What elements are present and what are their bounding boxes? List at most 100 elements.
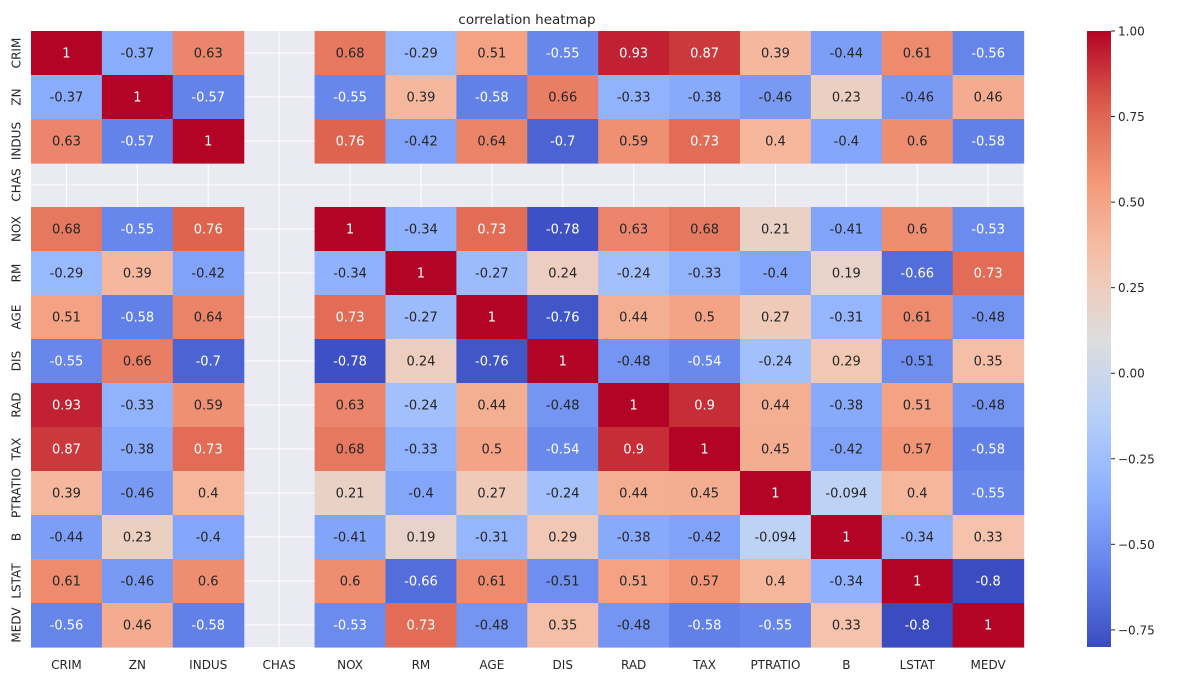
cell-annotation: 1	[559, 355, 567, 370]
cell-tax-dis	[527, 427, 599, 472]
x-tick-label: TAX	[692, 658, 716, 672]
cell-annotation: 0.93	[52, 399, 81, 414]
cell-annotation: 0.27	[477, 487, 506, 502]
cell-annotation: -0.55	[971, 487, 1005, 502]
cell-age-b	[810, 295, 883, 340]
cell-rad-medv	[952, 383, 1025, 428]
cell-ptratio-nox	[314, 471, 387, 516]
cell-medv-indus	[172, 603, 245, 648]
cell-indus-ptratio	[740, 119, 812, 164]
cell-annotation: -0.55	[759, 619, 793, 634]
cell-ptratio-crim	[31, 471, 103, 516]
cell-nox-rad	[598, 207, 670, 252]
cell-annotation: 0.46	[123, 619, 152, 634]
cell-age-indus	[172, 295, 245, 340]
cell-age-nox	[314, 295, 387, 340]
cell-annotation: -0.38	[688, 91, 722, 106]
cell-annotation: 0.64	[477, 135, 506, 150]
cell-indus-crim	[31, 119, 103, 164]
cell-rm-ptratio	[740, 251, 812, 296]
cell-ptratio-zn	[101, 471, 174, 516]
cell-annotation: 0.76	[194, 223, 223, 238]
cell-rm-nox	[314, 251, 387, 296]
cell-annotation: -0.33	[688, 267, 722, 282]
cell-b-age	[456, 515, 528, 560]
x-tick-label: MEDV	[971, 658, 1007, 672]
cell-annotation: -0.58	[971, 135, 1005, 150]
cell-annotation: -0.37	[50, 91, 84, 106]
cell-annotation: 0.29	[548, 531, 577, 546]
cell-annotation: -0.8	[975, 575, 1000, 590]
cell-annotation: -0.78	[333, 355, 367, 370]
cell-dis-crim	[31, 339, 103, 384]
cell-annotation: -0.33	[617, 91, 651, 106]
cell-annotation: -0.27	[404, 311, 438, 326]
cell-annotation: 0.9	[623, 443, 644, 458]
cell-ptratio-rm	[385, 471, 457, 516]
cell-annotation: -0.24	[546, 487, 580, 502]
cell-rm-medv	[952, 251, 1025, 296]
cell-annotations: 1 -0.37 0.63 0.68 -0.29 0.51 -0.55 0.93 0.87 0.39…	[50, 47, 1005, 634]
cell-annotation: 0.51	[52, 311, 81, 326]
cell-ptratio-dis	[527, 471, 599, 516]
colorbar-tick-label: 0.25	[1118, 281, 1145, 295]
cell-annotation: 0.61	[903, 47, 932, 62]
cell-lstat-nox	[314, 559, 387, 604]
cell-annotation: -0.34	[830, 575, 864, 590]
cell-annotation: 1	[346, 223, 354, 238]
cell-annotation: 0.24	[548, 267, 577, 282]
cell-annotation: -0.41	[333, 531, 367, 546]
cell-age-dis	[527, 295, 599, 340]
cell-crim-medv	[952, 31, 1025, 76]
cell-b-b	[810, 515, 883, 560]
cell-annotation: 0.63	[52, 135, 81, 150]
cell-rad-nox	[314, 383, 387, 428]
cell-annotation: -0.48	[475, 619, 509, 634]
cell-annotation: -0.42	[830, 443, 864, 458]
cell-age-crim	[31, 295, 103, 340]
cell-annotation: 0.73	[406, 619, 435, 634]
cell-indus-medv	[952, 119, 1025, 164]
cell-nox-dis	[527, 207, 599, 252]
cell-dis-tax	[669, 339, 741, 384]
cell-annotation: -0.51	[900, 355, 934, 370]
cell-medv-nox	[314, 603, 387, 648]
cell-annotation: 0.73	[477, 223, 506, 238]
cell-dis-age	[456, 339, 528, 384]
cell-b-ptratio	[740, 515, 812, 560]
chart-title: correlation heatmap	[458, 12, 595, 28]
cell-annotation: -0.48	[617, 355, 651, 370]
cell-annotation: 0.51	[619, 575, 648, 590]
cell-age-tax	[669, 295, 741, 340]
cell-tax-medv	[952, 427, 1025, 472]
cell-annotation: -0.46	[121, 487, 155, 502]
cell-rm-lstat	[881, 251, 954, 296]
cell-annotation: -0.53	[333, 619, 367, 634]
cell-annotation: 0.39	[52, 487, 81, 502]
cell-crim-crim	[31, 31, 103, 76]
cell-indus-rad	[598, 119, 670, 164]
cell-b-dis	[527, 515, 599, 560]
cell-annotation: 1	[133, 91, 141, 106]
cell-zn-lstat	[881, 75, 954, 120]
x-tick-label: CHAS	[263, 658, 296, 672]
cell-annotation: 0.68	[336, 443, 365, 458]
cell-crim-nox	[314, 31, 387, 76]
y-tick-label: RAD	[10, 392, 24, 417]
x-tick-label: AGE	[479, 658, 504, 672]
x-tick-label: B	[842, 658, 850, 672]
cell-annotation: -0.34	[404, 223, 438, 238]
cell-annotation: -0.55	[546, 47, 580, 62]
cell-annotation: -0.4	[196, 531, 221, 546]
cell-annotation: 0.29	[832, 355, 861, 370]
cell-annotation: 0.9	[694, 399, 715, 414]
colorbar-tick-label: −0.25	[1118, 452, 1155, 466]
cell-zn-medv	[952, 75, 1025, 120]
cell-medv-b	[810, 603, 883, 648]
y-tick-label: ZN	[10, 88, 24, 105]
cell-annotation: 0.73	[690, 135, 719, 150]
cell-annotation: 0.45	[690, 487, 719, 502]
cell-annotation: 1	[842, 531, 850, 546]
cell-annotation: -0.38	[617, 531, 651, 546]
cell-zn-tax	[669, 75, 741, 120]
